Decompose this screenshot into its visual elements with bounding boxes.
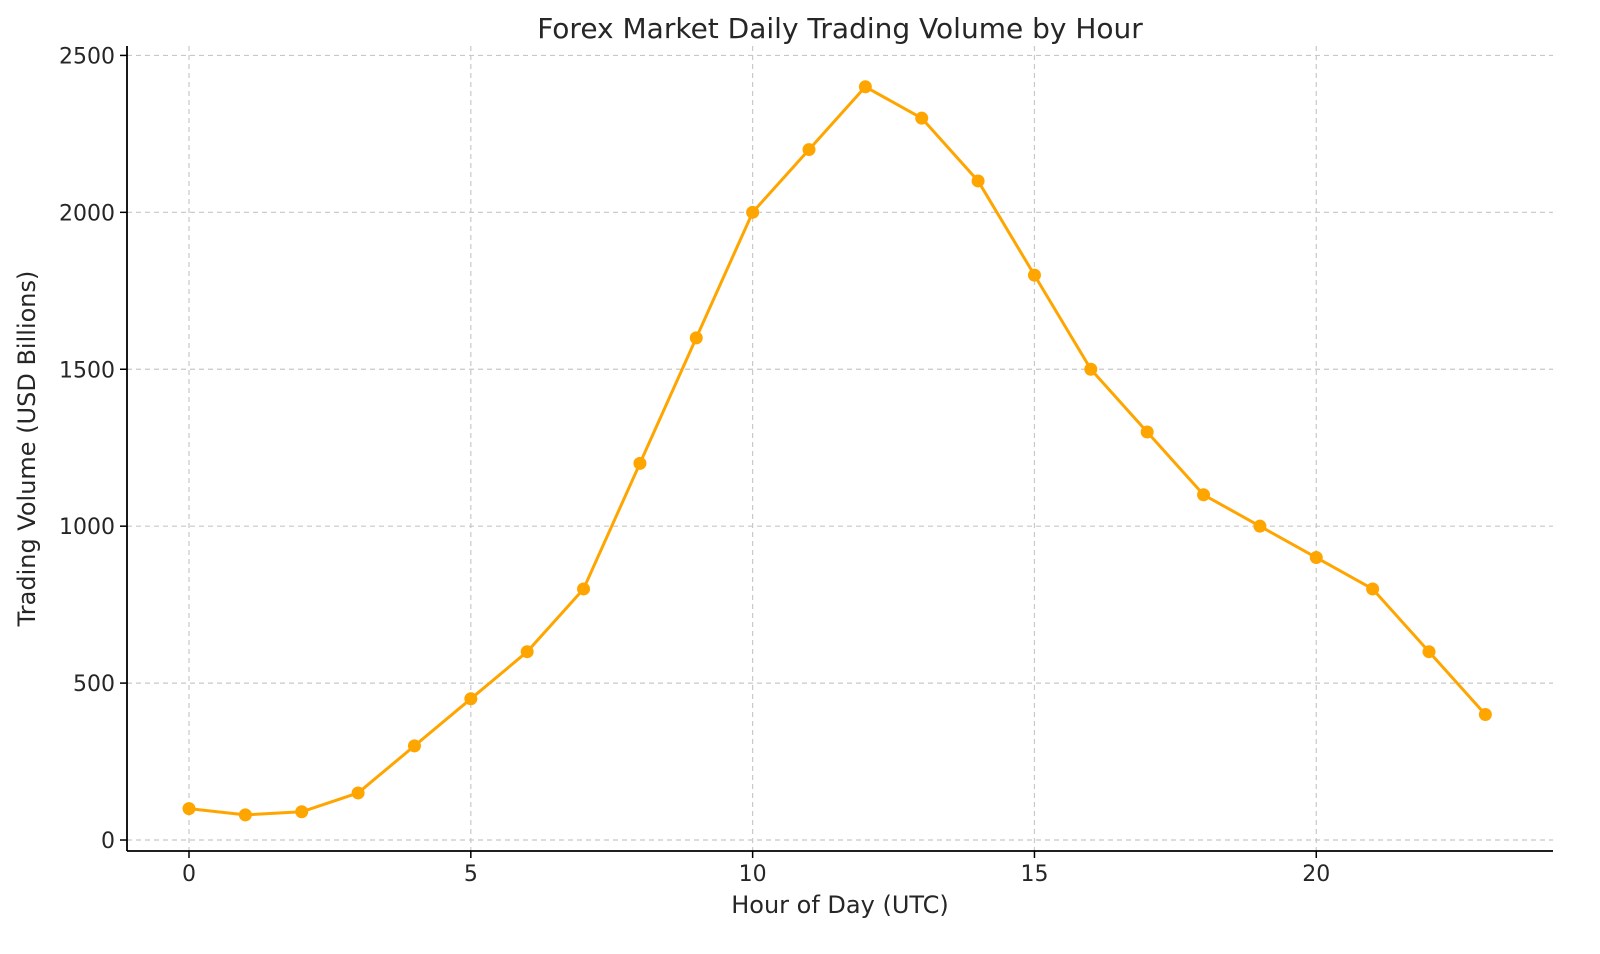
grid-layer [127,46,1553,851]
data-point [1422,645,1436,659]
series-line [187,85,1487,817]
data-point [1140,425,1154,439]
data-point [802,143,816,157]
data-point [1478,707,1492,721]
ticks-layer: 0 5 10 15 20 0 500 1000 1500 2000 2500 [59,44,1330,887]
y-axis-label: Trading Volume (USD Billions) [13,271,41,628]
data-point [971,174,985,188]
data-point [915,111,929,125]
data-point [1084,362,1098,376]
data-point [577,582,591,596]
data-point [407,739,421,753]
chart-title: Forex Market Daily Trading Volume by Hou… [537,12,1143,45]
x-axis-label: Hour of Day (UTC) [731,891,949,919]
data-point [295,805,309,819]
y-tick-label: 500 [73,672,115,697]
series-layer [182,80,1492,822]
y-tick-label: 2000 [59,201,115,226]
data-point [1197,488,1211,502]
data-point [238,808,252,822]
y-tick-label: 2500 [59,44,115,69]
data-point [520,645,534,659]
y-tick-label: 0 [101,829,115,854]
axes-layer [126,46,1553,852]
data-point [1253,519,1267,533]
data-point [746,205,760,219]
data-point [464,692,478,706]
data-point [633,456,647,470]
x-tick-label: 5 [464,862,478,887]
data-point [351,786,365,800]
y-tick-label: 1500 [59,358,115,383]
x-tick-label: 0 [182,862,196,887]
x-tick-label: 15 [1020,862,1048,887]
x-tick-label: 20 [1302,862,1330,887]
data-point [858,80,872,94]
data-point [1027,268,1041,282]
data-point [182,802,196,816]
y-tick-label: 1000 [59,515,115,540]
x-tick-label: 10 [739,862,767,887]
data-point [1366,582,1380,596]
data-point [1309,551,1323,565]
data-point [689,331,703,345]
